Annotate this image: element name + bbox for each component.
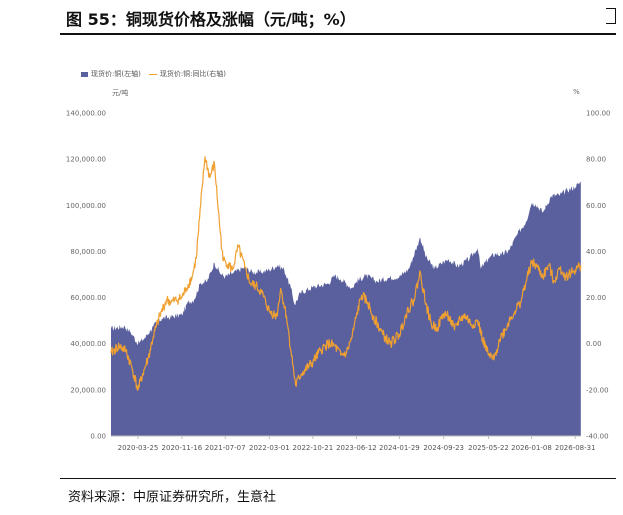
x-tick-label: 2024-01-29 [379,444,420,452]
legend-swatch-price [81,71,88,77]
series-yoy-line [110,156,582,391]
y-right-tick-label: -40.00 [586,433,609,441]
y-right-tick-label: 0.00 [586,340,602,348]
y-left-tick-label: 120,000.00 [66,156,106,164]
y-right-tick-label: 80.00 [586,156,606,164]
axes-layer: 0.00 20,000.00 40,000.00 60,000.00 80,000.00… [66,110,611,453]
y-right-tick-label: 40.00 [586,248,606,256]
legend-swatch-yoy [148,73,157,75]
x-tick-label: 2023-06-12 [336,444,377,452]
y-left-tick-label: 40,000.00 [70,340,106,348]
x-tick-label: 2020-03-25 [118,444,159,452]
x-tick-label: 2020-11-16 [162,444,203,452]
y-right-tick-label: 60.00 [586,202,606,210]
x-tick-label: 2026-08-31 [555,444,596,452]
legend-item-price: 现货价:铜(左轴) [81,69,141,79]
y-right-tick-label: 20.00 [586,294,606,302]
x-tick-label: 2021-07-07 [205,444,246,452]
x-tick-label: 2022-03-01 [249,444,290,452]
y-right-tick-label: -20.00 [586,386,609,394]
y-left-tick-label: 100,000.00 [66,202,106,210]
x-tick-label: 2024-09-23 [423,444,464,452]
y-left-tick-label: 20,000.00 [70,386,106,394]
y-left-tick-label: 60,000.00 [70,294,106,302]
y-right-tick-label: 100.00 [586,110,611,118]
x-tick-label: 2025-05-22 [468,444,509,452]
legend: 现货价:铜(左轴) 现货价:铜:同比(右轴) [81,69,234,79]
y-left-tick-label: 0.00 [90,433,106,441]
title-rule [60,33,616,35]
area-series-layer [111,182,581,436]
legend-label-price: 现货价:铜(左轴) [91,70,141,78]
line-series-layer [110,156,582,391]
corner-mark [606,8,616,24]
figure-title: 图 55：铜现货价格及涨幅（元/吨；%） [66,10,356,29]
series-price-area [111,182,581,436]
source-note: 资料来源：中原证券研究所，生意社 [68,490,277,505]
y-left-tick-label: 140,000.00 [66,110,106,118]
right-axis-unit: % [573,88,580,96]
x-tick-label: 2026-01-08 [511,444,552,452]
left-axis-unit: 元/吨 [112,89,129,97]
legend-item-yoy: 现货价:铜:同比(右轴) [148,69,227,79]
source-rule [60,478,616,479]
legend-label-yoy: 现货价:铜:同比(右轴) [159,70,227,78]
y-left-tick-label: 80,000.00 [70,248,106,256]
x-tick-label: 2022-10-21 [293,444,334,452]
